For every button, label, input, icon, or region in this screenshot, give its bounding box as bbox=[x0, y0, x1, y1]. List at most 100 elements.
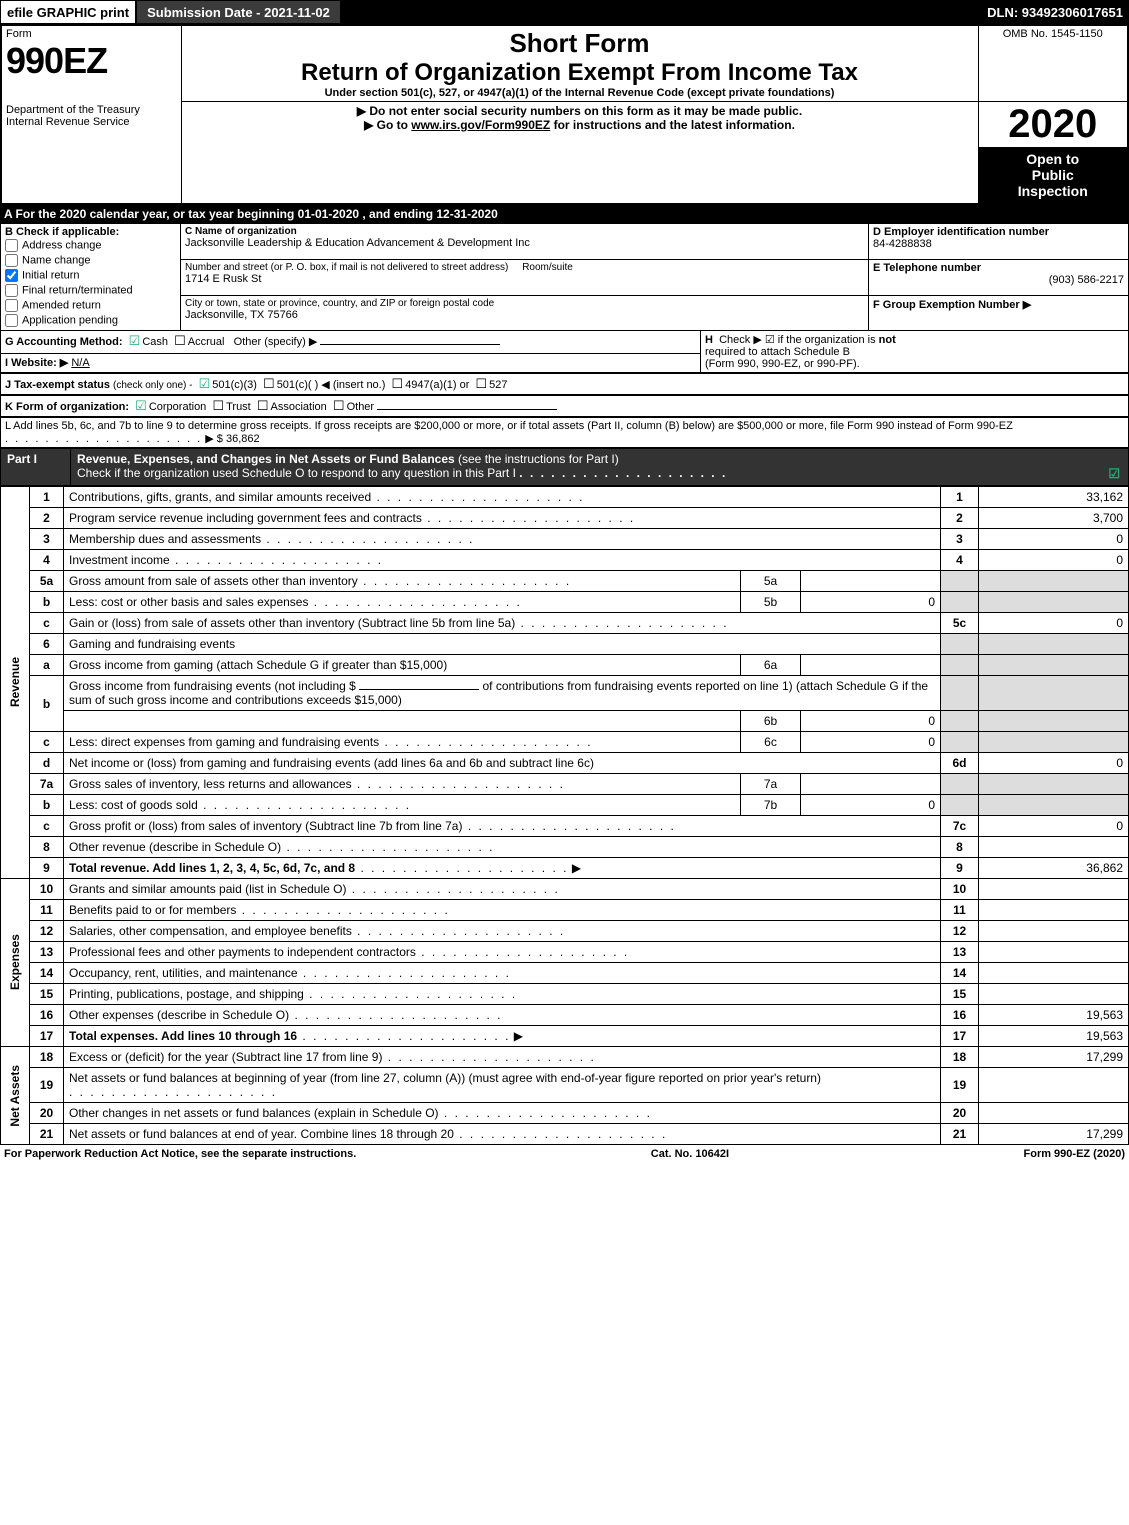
box-c-room-label: Room/suite bbox=[522, 262, 573, 273]
ln-18-val: 17,299 bbox=[979, 1047, 1129, 1068]
j-527: 527 bbox=[489, 379, 507, 391]
part1-table: Revenue 1 Contributions, gifts, grants, … bbox=[0, 486, 1129, 1145]
box-c-label: C Name of organization bbox=[185, 226, 297, 237]
footer-center: Cat. No. 10642I bbox=[651, 1148, 729, 1160]
phone-value: (903) 586-2217 bbox=[873, 274, 1124, 286]
ln-7b: b bbox=[30, 795, 64, 816]
ln-16-val: 19,563 bbox=[979, 1005, 1129, 1026]
ln-10-num: 10 bbox=[941, 879, 979, 900]
ln-18-num: 18 bbox=[941, 1047, 979, 1068]
ln-5a-sn: 5a bbox=[741, 571, 801, 592]
chk-address-change-label: Address change bbox=[22, 239, 102, 251]
irs-link[interactable]: www.irs.gov/Form990EZ bbox=[411, 118, 550, 132]
ln-17-val: 19,563 bbox=[979, 1026, 1129, 1047]
ln-16-num: 16 bbox=[941, 1005, 979, 1026]
ln-13-val bbox=[979, 942, 1129, 963]
ln-12-num: 12 bbox=[941, 921, 979, 942]
ln-6b-sn: 6b bbox=[741, 711, 801, 732]
ln-7c-num: 7c bbox=[941, 816, 979, 837]
box-c-city-label: City or town, state or province, country… bbox=[185, 298, 864, 309]
dept-irs: Internal Revenue Service bbox=[6, 116, 177, 128]
part1-check-line: Check if the organization used Schedule … bbox=[77, 466, 516, 480]
ln-15: 15 bbox=[30, 984, 64, 1005]
box-b-title: B Check if applicable: bbox=[5, 226, 119, 238]
ln-1: 1 bbox=[30, 487, 64, 508]
ln-15-val bbox=[979, 984, 1129, 1005]
chk-initial-return[interactable]: Initial return bbox=[5, 268, 176, 283]
ln-5a: 5a bbox=[30, 571, 64, 592]
ln-16: 16 bbox=[30, 1005, 64, 1026]
ln-6b: b bbox=[30, 676, 64, 732]
ln-14-val bbox=[979, 963, 1129, 984]
ln-6a: a bbox=[30, 655, 64, 676]
ln-18: 18 bbox=[30, 1047, 64, 1068]
ein-value: 84-4288838 bbox=[873, 238, 932, 250]
ln-11-val bbox=[979, 900, 1129, 921]
row-l-amount: ▶ $ 36,862 bbox=[205, 433, 259, 445]
ln-5b-sn: 5b bbox=[741, 592, 801, 613]
ln-6d: d bbox=[30, 753, 64, 774]
ln-1-desc: Contributions, gifts, grants, and simila… bbox=[69, 490, 371, 504]
city-value: Jacksonville, TX 75766 bbox=[185, 309, 864, 321]
ln-2-val: 3,700 bbox=[979, 508, 1129, 529]
ln-6c-sn: 6c bbox=[741, 732, 801, 753]
ln-5b: b bbox=[30, 592, 64, 613]
info-boxes: B Check if applicable: Address change Na… bbox=[0, 223, 1129, 331]
ln-2-num: 2 bbox=[941, 508, 979, 529]
ln-5c: c bbox=[30, 613, 64, 634]
instr-no-ssn: ▶ Do not enter social security numbers o… bbox=[186, 104, 974, 118]
ln-6b-sv: 0 bbox=[801, 711, 941, 732]
efile-print-button[interactable]: efile GRAPHIC print bbox=[0, 0, 136, 24]
chk-address-change[interactable]: Address change bbox=[5, 238, 176, 253]
ln-17-desc: Total expenses. Add lines 10 through 16 bbox=[69, 1029, 297, 1043]
chk-final-return-label: Final return/terminated bbox=[22, 284, 133, 296]
box-c-addr-label: Number and street (or P. O. box, if mail… bbox=[185, 262, 508, 273]
chk-application-pending[interactable]: Application pending bbox=[5, 313, 176, 328]
ln-17: 17 bbox=[30, 1026, 64, 1047]
h-not: not bbox=[879, 334, 896, 346]
j-501c3: 501(c)(3) bbox=[212, 379, 257, 391]
footer-left: For Paperwork Reduction Act Notice, see … bbox=[4, 1148, 356, 1160]
k-other: Other bbox=[347, 401, 375, 413]
ln-12-desc: Salaries, other compensation, and employ… bbox=[69, 924, 352, 938]
ln-15-num: 15 bbox=[941, 984, 979, 1005]
chk-final-return[interactable]: Final return/terminated bbox=[5, 283, 176, 298]
ln-7a-sv bbox=[801, 774, 941, 795]
chk-amended-return[interactable]: Amended return bbox=[5, 298, 176, 313]
ln-12-val bbox=[979, 921, 1129, 942]
ln-6: 6 bbox=[30, 634, 64, 655]
dln-label: DLN: 93492306017651 bbox=[987, 5, 1129, 20]
ln-4: 4 bbox=[30, 550, 64, 571]
ln-13-desc: Professional fees and other payments to … bbox=[69, 945, 416, 959]
ln-6-desc: Gaming and fundraising events bbox=[64, 634, 941, 655]
ln-11-num: 11 bbox=[941, 900, 979, 921]
ln-6d-num: 6d bbox=[941, 753, 979, 774]
box-f-label: F Group Exemption Number ▶ bbox=[873, 299, 1031, 311]
ln-7c: c bbox=[30, 816, 64, 837]
form-header: Form 990EZ Department of the Treasury In… bbox=[0, 24, 1129, 205]
h-text1: Check ▶ ☑ if the organization is bbox=[719, 334, 876, 346]
ln-19-val bbox=[979, 1068, 1129, 1103]
form-number: 990EZ bbox=[6, 40, 177, 82]
chk-name-change-label: Name change bbox=[22, 254, 91, 266]
ln-9-desc: Total revenue. Add lines 1, 2, 3, 4, 5c,… bbox=[69, 861, 355, 875]
ln-3-desc: Membership dues and assessments bbox=[69, 532, 261, 546]
ln-6d-desc: Net income or (loss) from gaming and fun… bbox=[69, 756, 594, 770]
netassets-side-label: Net Assets bbox=[6, 1055, 24, 1137]
ln-17-arrow: ▶ bbox=[514, 1029, 523, 1043]
ln-21: 21 bbox=[30, 1124, 64, 1145]
ln-5b-sv: 0 bbox=[801, 592, 941, 613]
ln-21-desc: Net assets or fund balances at end of ye… bbox=[69, 1127, 454, 1141]
ln-5b-desc: Less: cost or other basis and sales expe… bbox=[69, 595, 308, 609]
omb-number: OMB No. 1545-1150 bbox=[983, 28, 1124, 40]
row-g-label: G Accounting Method: bbox=[5, 336, 123, 348]
ln-9: 9 bbox=[30, 858, 64, 879]
row-k-label: K Form of organization: bbox=[5, 401, 129, 413]
chk-name-change[interactable]: Name change bbox=[5, 253, 176, 268]
ln-6a-desc: Gross income from gaming (attach Schedul… bbox=[69, 658, 447, 672]
k-trust: Trust bbox=[226, 401, 251, 413]
ln-19: 19 bbox=[30, 1068, 64, 1103]
ln-1-num: 1 bbox=[941, 487, 979, 508]
ln-1-val: 33,162 bbox=[979, 487, 1129, 508]
ln-9-num: 9 bbox=[941, 858, 979, 879]
